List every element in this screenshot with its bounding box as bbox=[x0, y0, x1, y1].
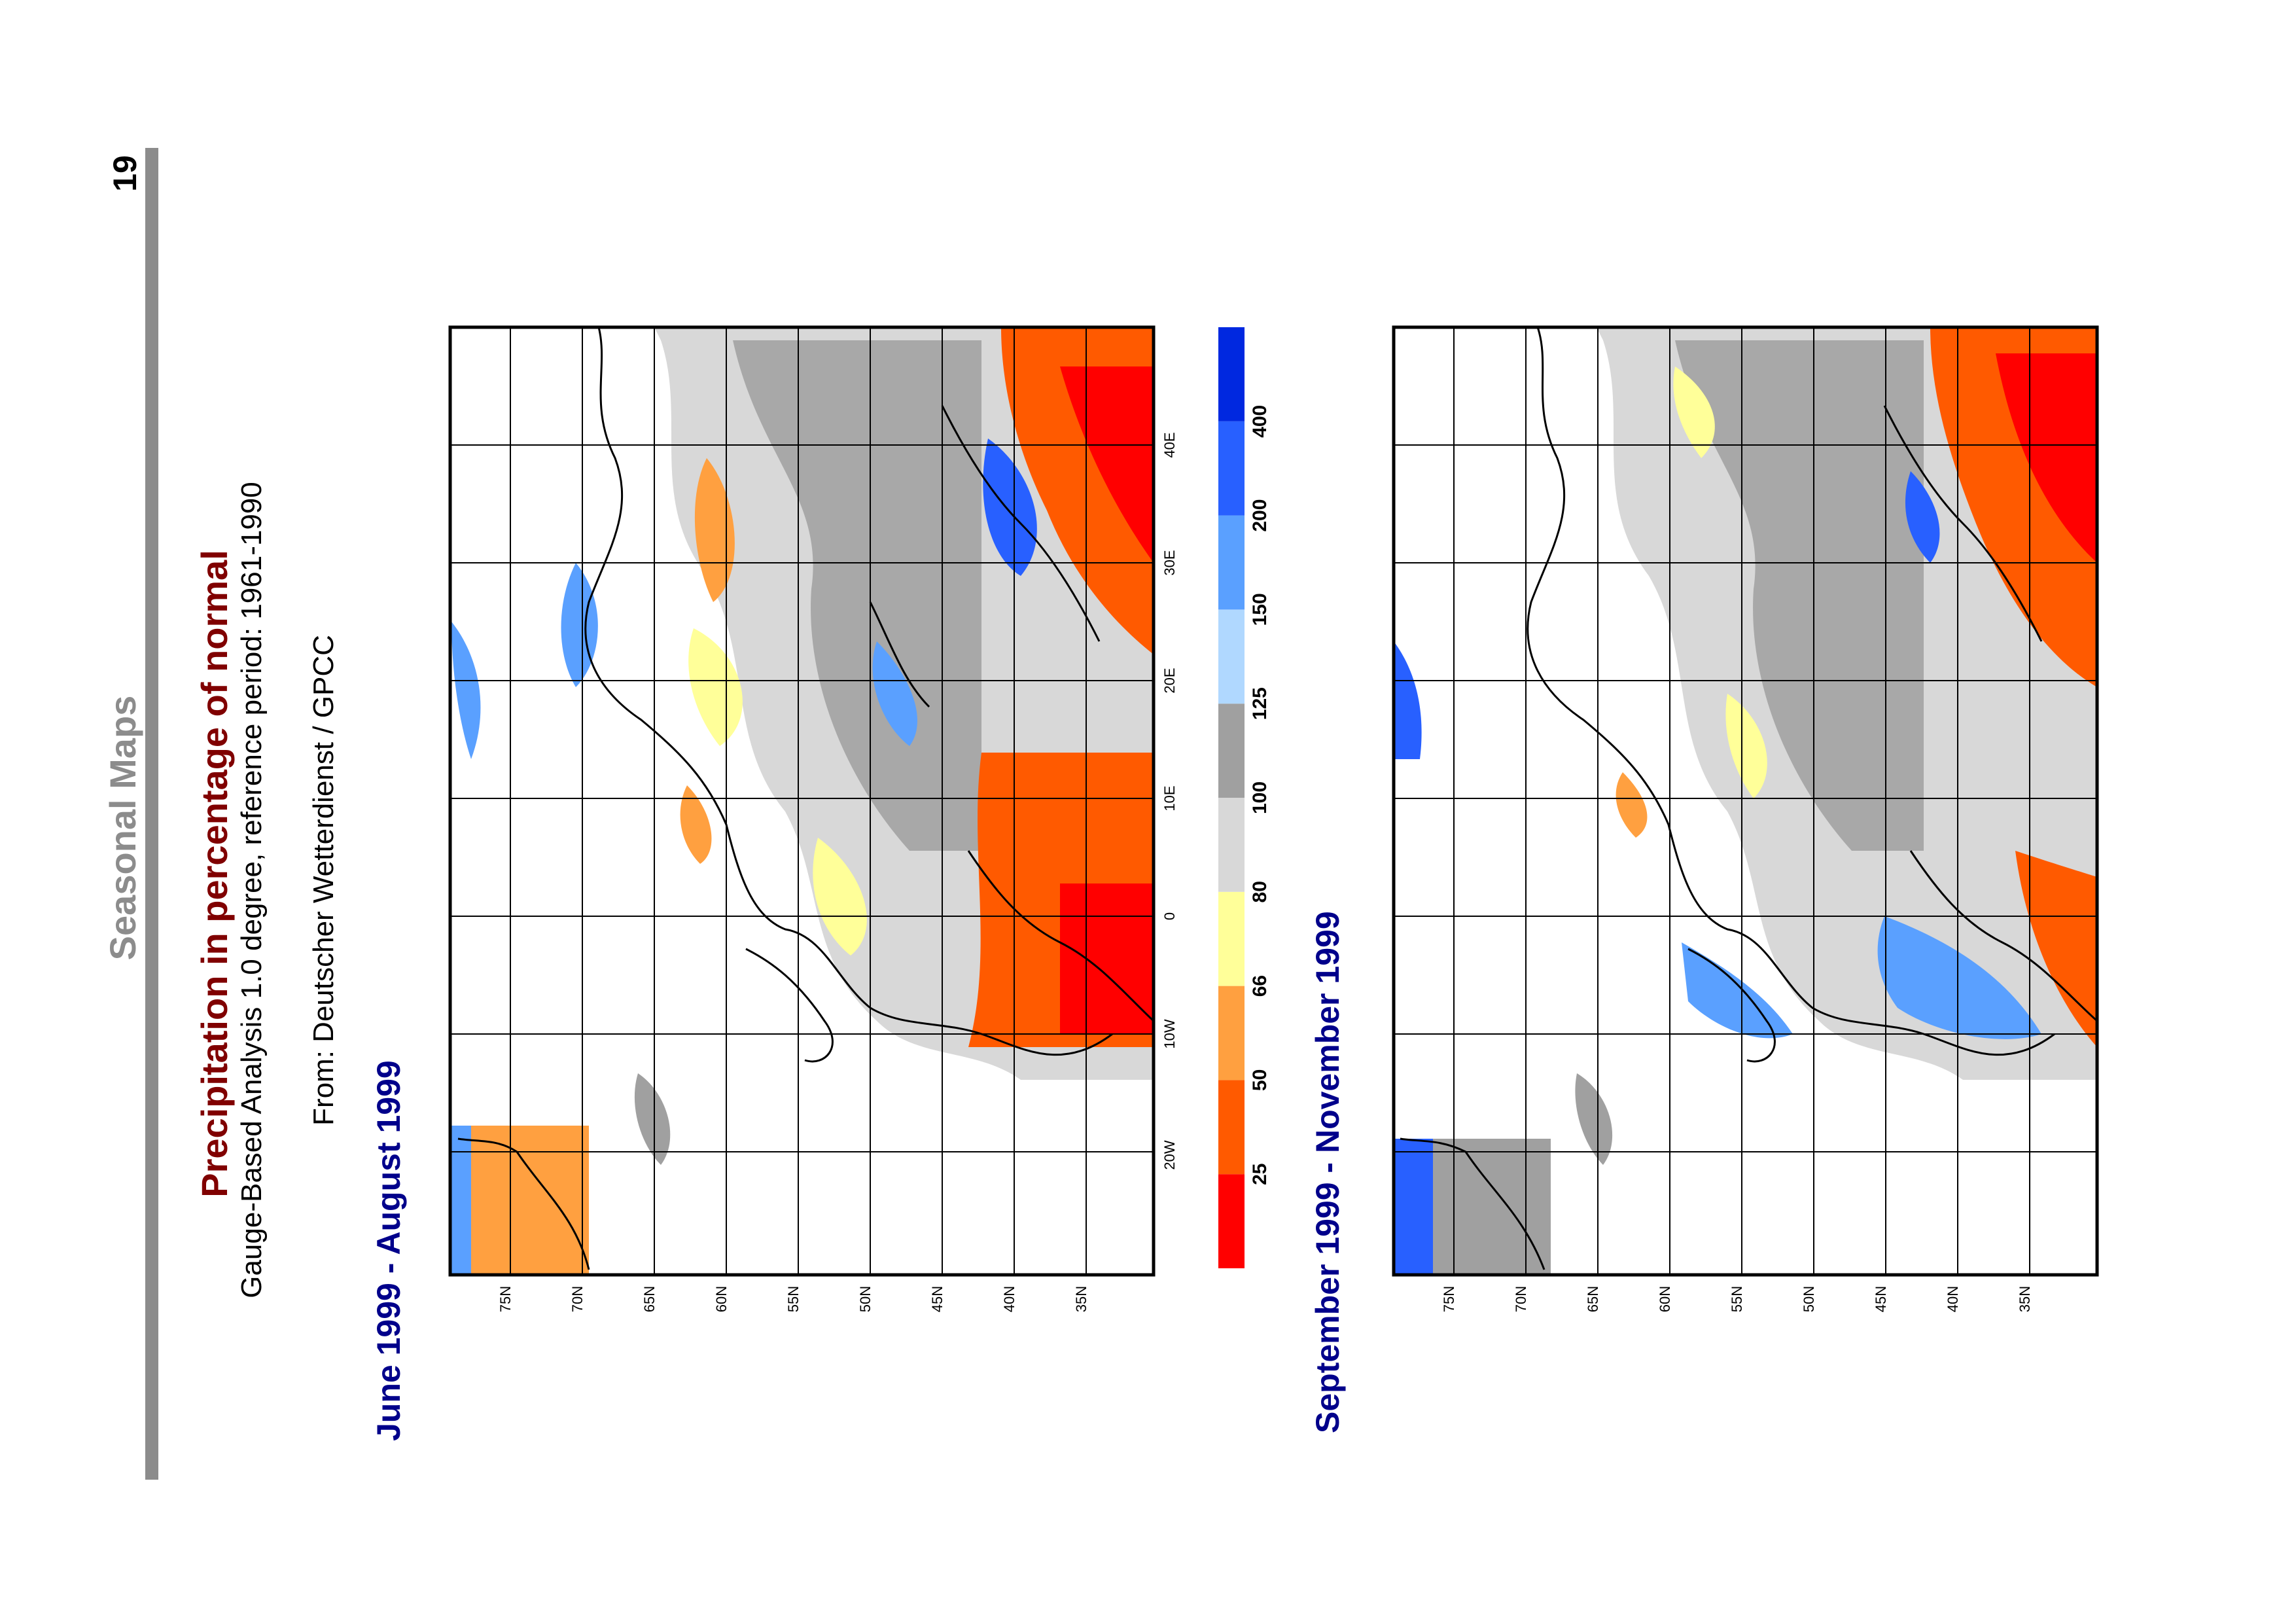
legend-swatch bbox=[1218, 421, 1245, 516]
legend-label: 80 bbox=[1249, 881, 1271, 902]
map-summer-lat-labels: 75N 70N 65N 60N 55N 50N 45N 40N 35N bbox=[497, 1286, 1089, 1312]
lat-label: 50N bbox=[1801, 1286, 1817, 1312]
lat-label: 40N bbox=[1945, 1286, 1961, 1312]
legend-swatch bbox=[1218, 1080, 1245, 1175]
legend-swatch bbox=[1218, 609, 1245, 704]
lat-label: 55N bbox=[785, 1286, 802, 1312]
legend-swatch bbox=[1218, 891, 1245, 986]
lat-label: 55N bbox=[1729, 1286, 1745, 1312]
map-autumn-grid bbox=[1394, 327, 2097, 1275]
legend-label: 150 bbox=[1249, 593, 1271, 626]
lon-label: 30E bbox=[1161, 550, 1178, 575]
legend-label: 100 bbox=[1249, 781, 1271, 814]
legend-swatch bbox=[1218, 986, 1245, 1080]
lat-label: 45N bbox=[929, 1286, 945, 1312]
legend-label: 66 bbox=[1249, 975, 1271, 997]
lat-label: 35N bbox=[2017, 1286, 2033, 1312]
lat-label: 70N bbox=[569, 1286, 586, 1312]
lon-label: 40E bbox=[1161, 432, 1178, 457]
legend-label: 200 bbox=[1249, 499, 1271, 532]
legend-label: 25 bbox=[1249, 1164, 1271, 1185]
side-bar bbox=[145, 148, 158, 1480]
lat-label: 75N bbox=[497, 1286, 514, 1312]
legend-swatch bbox=[1218, 704, 1245, 798]
map-summer-grid bbox=[450, 327, 1154, 1275]
color-legend: 25 50 66 80 100 125 150 200 400 bbox=[1218, 327, 1271, 1268]
map-summer-frame bbox=[448, 325, 1156, 1277]
lon-label: 20W bbox=[1161, 1140, 1178, 1169]
legend-swatch bbox=[1218, 798, 1245, 892]
lon-label: 20E bbox=[1161, 668, 1178, 693]
lat-label: 65N bbox=[1585, 1286, 1601, 1312]
lon-label: 0 bbox=[1161, 912, 1178, 920]
lat-label: 40N bbox=[1001, 1286, 1017, 1312]
lat-label: 35N bbox=[1073, 1286, 1089, 1312]
lon-label: 10W bbox=[1161, 1019, 1178, 1048]
lon-label: 10E bbox=[1161, 785, 1178, 811]
map-summer-lon-labels: 20W 10W 0 10E 20E 30E 40E bbox=[1161, 432, 1178, 1169]
legend-swatch bbox=[1218, 327, 1245, 421]
legend-label: 400 bbox=[1249, 405, 1271, 438]
map-autumn: 75N 70N 65N 60N 55N 50N 45N 40N 35N bbox=[1392, 325, 2099, 1312]
lat-label: 70N bbox=[1513, 1286, 1529, 1312]
lat-label: 60N bbox=[1657, 1286, 1673, 1312]
map-autumn-frame bbox=[1392, 325, 2099, 1277]
legend-swatch bbox=[1218, 515, 1245, 610]
lat-label: 75N bbox=[1441, 1286, 1457, 1312]
legend-label: 50 bbox=[1249, 1069, 1271, 1091]
lat-label: 50N bbox=[857, 1286, 874, 1312]
legend-label: 125 bbox=[1249, 687, 1271, 720]
lat-label: 45N bbox=[1873, 1286, 1889, 1312]
map-autumn-fields bbox=[1394, 327, 2097, 1275]
lat-label: 65N bbox=[641, 1286, 658, 1312]
map-summer: 75N 70N 65N 60N 55N 50N 45N 40N 35N 20W10W010E20… bbox=[448, 325, 1178, 1312]
map-autumn-lat-labels: 75N 70N 65N 60N 55N 50N 45N 40N 35N bbox=[1441, 1286, 2033, 1312]
lat-label: 60N bbox=[713, 1286, 730, 1312]
legend-swatch bbox=[1218, 1174, 1245, 1268]
